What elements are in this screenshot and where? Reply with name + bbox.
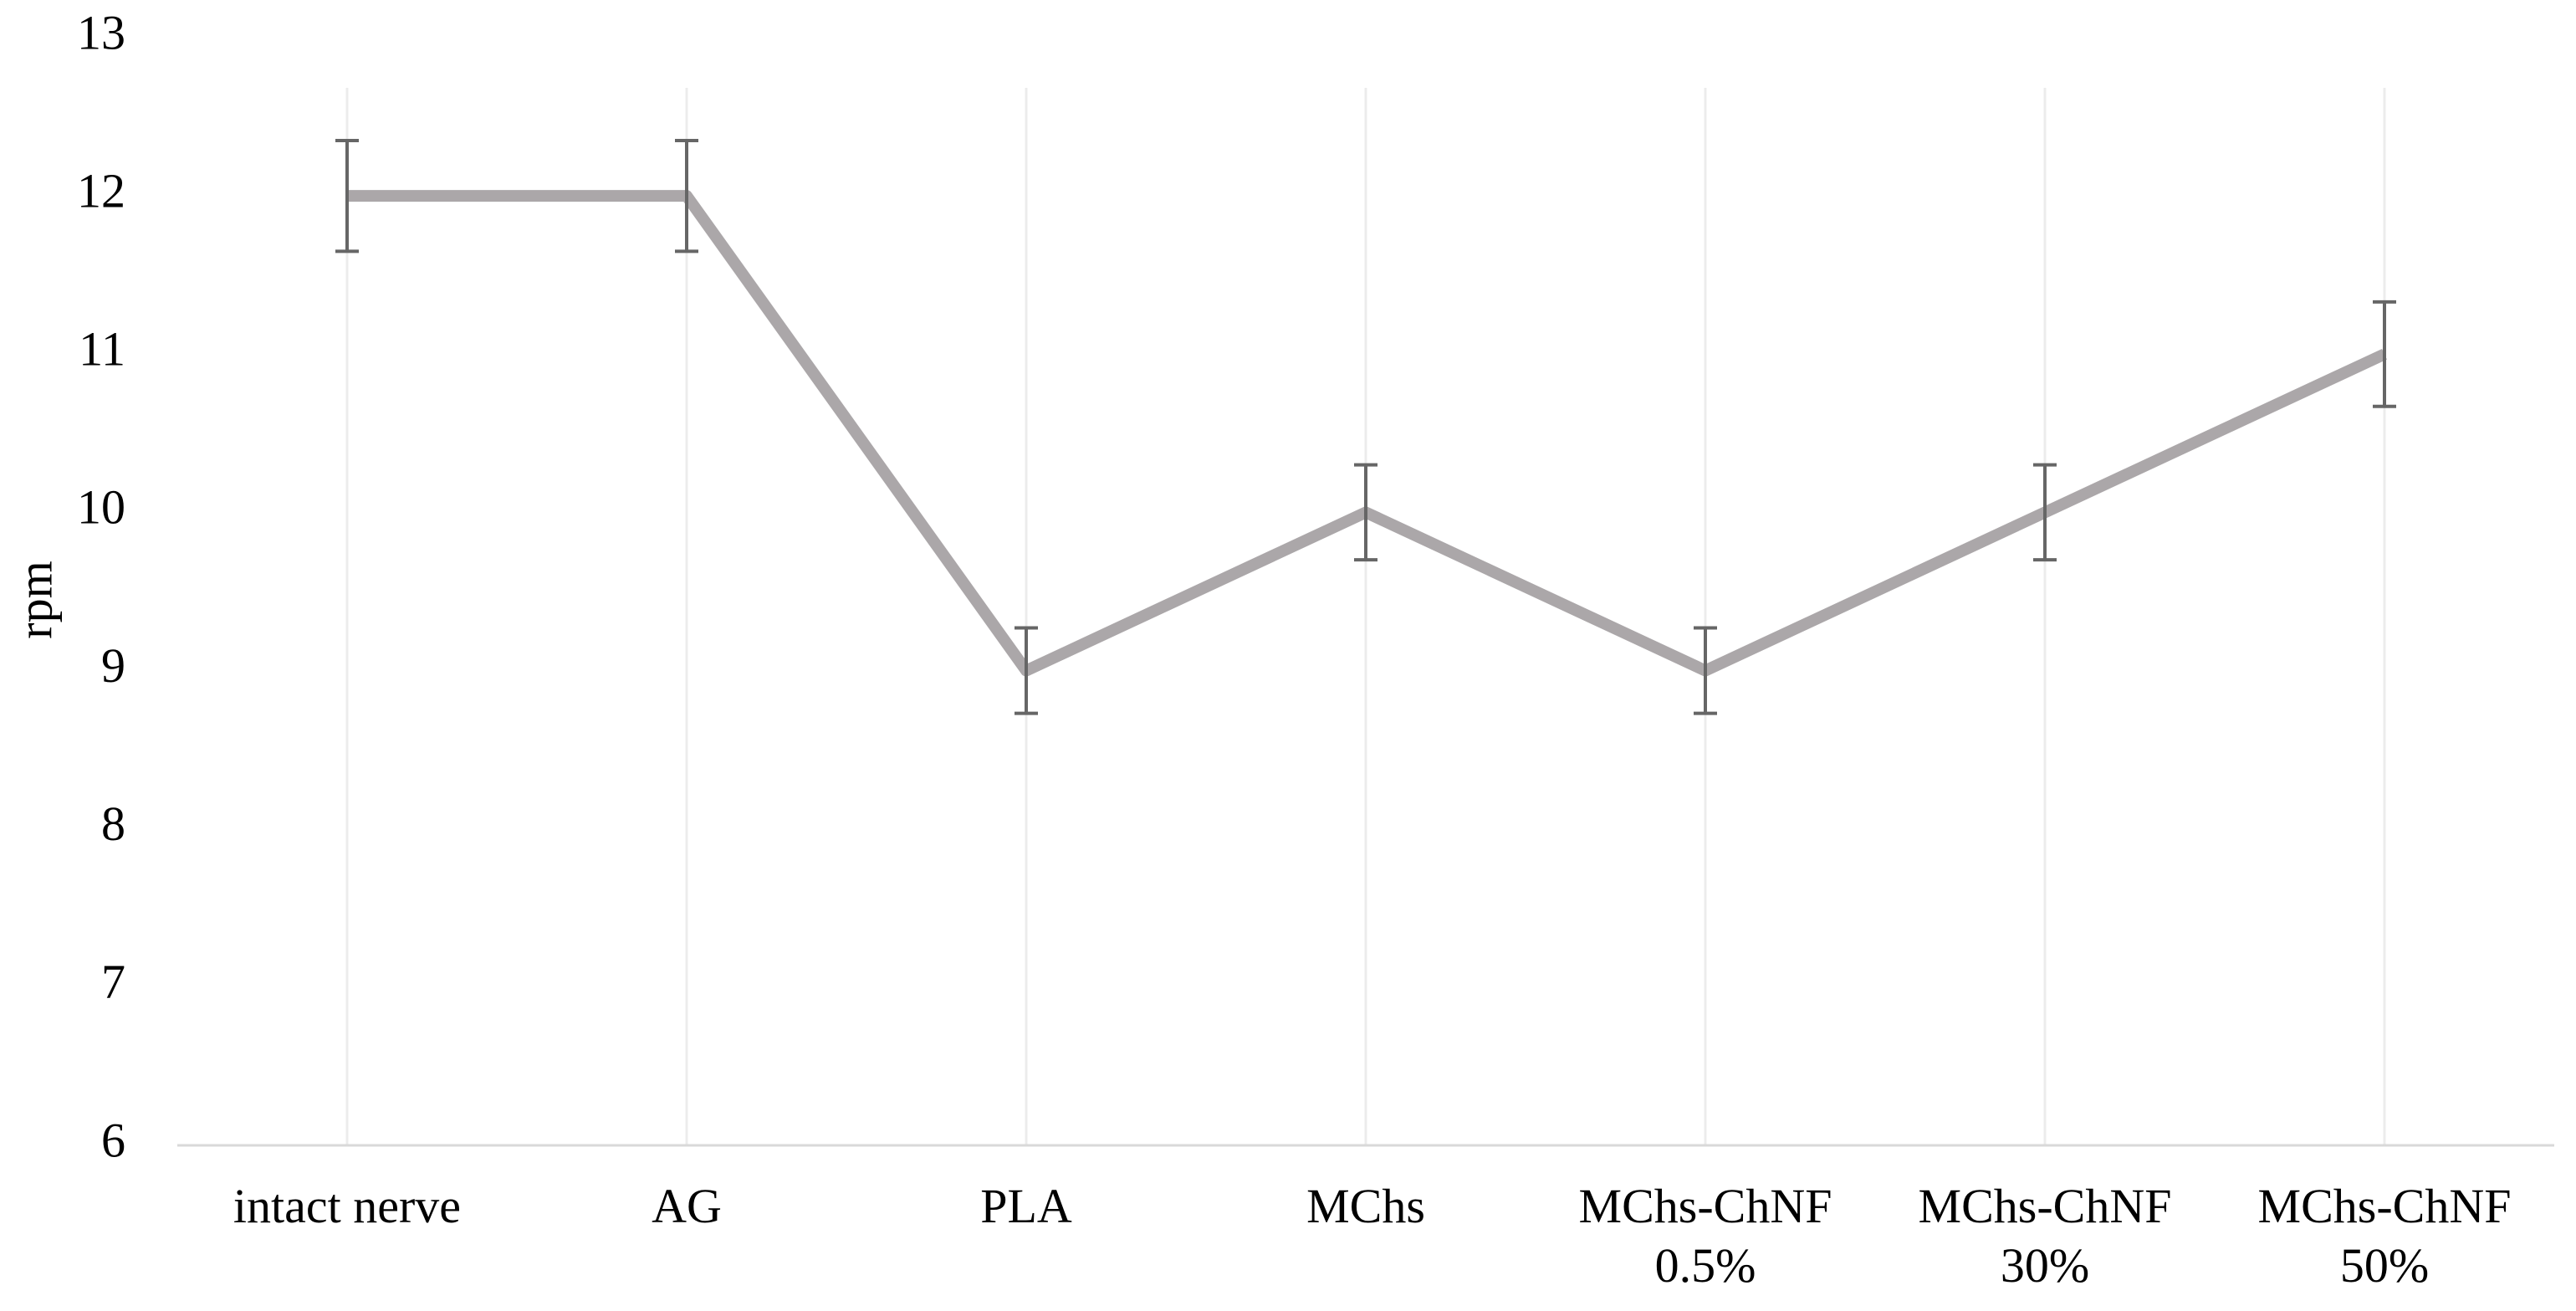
error-bar xyxy=(1354,463,1377,562)
y-tick-label: 13 xyxy=(77,5,125,59)
x-tick-label: intact nerve xyxy=(233,1179,461,1233)
x-tick-label: MChs-ChNF 30% xyxy=(1919,1179,2172,1293)
y-tick-label: 12 xyxy=(77,163,125,218)
y-tick-label: 10 xyxy=(77,480,125,535)
y-tick-label: 11 xyxy=(79,322,125,376)
x-tick-label: PLA xyxy=(980,1179,1072,1233)
x-tick-label: AG xyxy=(652,1179,722,1233)
error-bar xyxy=(1015,626,1038,715)
error-bar xyxy=(675,138,698,253)
error-bar xyxy=(2033,463,2057,562)
error-bar xyxy=(335,138,359,253)
x-tick-label: MChs-ChNF 50% xyxy=(2258,1179,2512,1293)
y-axis-label: rpm xyxy=(8,561,62,638)
y-tick-label: 9 xyxy=(101,638,125,693)
error-bar xyxy=(1694,626,1717,715)
y-tick-label: 6 xyxy=(101,1113,125,1167)
y-tick-label: 7 xyxy=(101,955,125,1009)
x-tick-label: MChs-ChNF 0.5% xyxy=(1579,1179,1832,1293)
y-tick-label: 8 xyxy=(101,796,125,851)
error-bar xyxy=(2373,300,2396,408)
x-tick-label: MChs xyxy=(1306,1179,1425,1233)
